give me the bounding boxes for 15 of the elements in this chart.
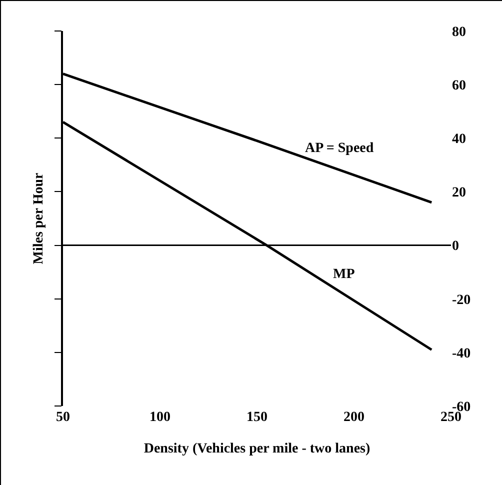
series-label: AP = Speed xyxy=(305,141,374,156)
y-tick-label: -20 xyxy=(452,292,471,308)
x-axis-title: Density (Vehicles per mile - two lanes) xyxy=(144,441,370,456)
x-tick-label: 200 xyxy=(344,410,364,425)
x-tick-label: 150 xyxy=(246,410,268,425)
x-tick-label: 100 xyxy=(150,410,170,425)
y-tick-label: 60 xyxy=(452,78,466,94)
x-tick-label: 50 xyxy=(56,410,70,425)
y-tick-label: 0 xyxy=(452,239,459,254)
y-axis-title: Miles per Hour xyxy=(31,172,46,264)
y-tick-label: 80 xyxy=(452,24,466,40)
y-tick-label: -40 xyxy=(452,346,471,362)
series-label: MP xyxy=(333,267,356,282)
y-tick-label: 40 xyxy=(452,132,466,148)
y-tick-label: 20 xyxy=(452,186,466,201)
